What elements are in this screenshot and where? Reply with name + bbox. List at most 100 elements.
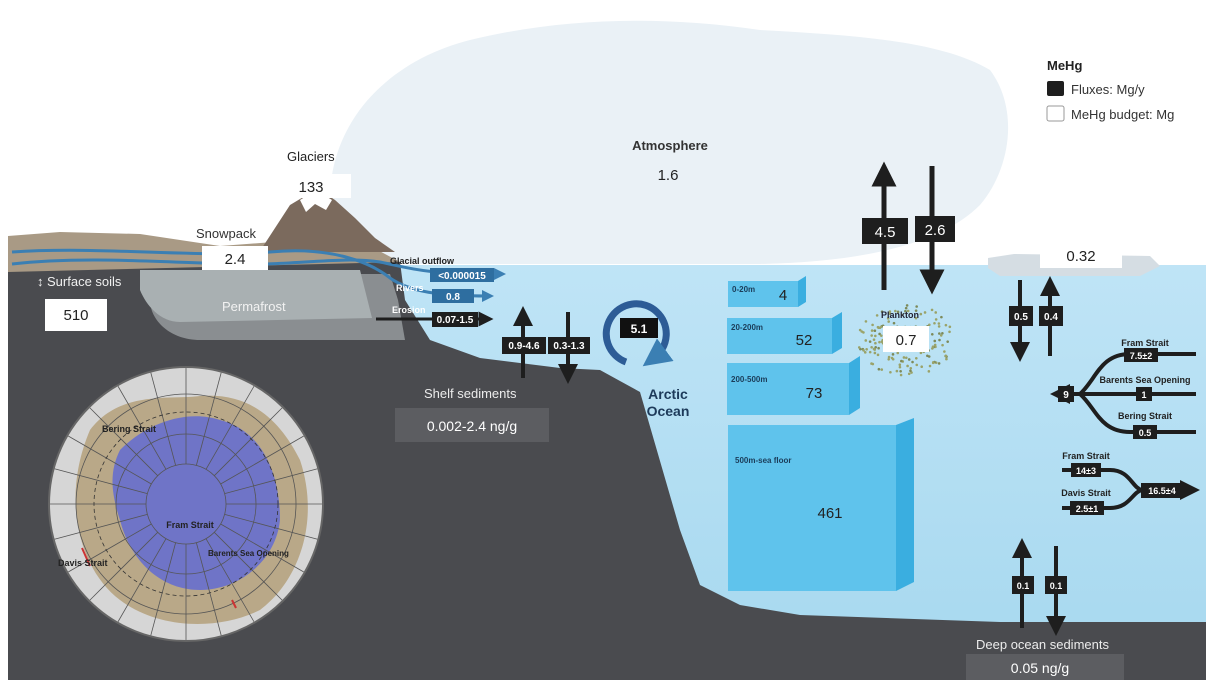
atmosphere-label: Atmosphere bbox=[632, 138, 708, 153]
plankton-box bbox=[883, 326, 929, 352]
map-fram: Fram Strait bbox=[166, 520, 214, 530]
legend-flux-swatch bbox=[1047, 81, 1064, 96]
water-layer-depth: 200-500m bbox=[731, 375, 767, 384]
sea-ice-box bbox=[1040, 242, 1122, 268]
ice-down-box bbox=[1009, 306, 1033, 326]
davis-in-label: Davis Strait bbox=[1061, 488, 1111, 498]
cloud bbox=[330, 20, 1009, 265]
plankton-label: Plankton bbox=[881, 310, 919, 320]
water-layer-depth: 500m-sea floor bbox=[735, 456, 791, 465]
barents-out-label: Barents Sea Opening bbox=[1099, 375, 1190, 385]
map-davis: Davis Strait bbox=[58, 558, 108, 568]
snowpack-label: Snowpack bbox=[196, 226, 256, 241]
water-layer-value: 73 bbox=[806, 385, 823, 402]
river-line bbox=[11, 248, 494, 302]
snowpack-box bbox=[202, 246, 268, 270]
glaciers-box bbox=[271, 174, 351, 198]
permafrost-label: Permafrost bbox=[222, 299, 286, 314]
deep-concentration: 0.05 ng/g bbox=[1011, 660, 1069, 676]
surface-soils-value: 510 bbox=[63, 307, 88, 324]
davis-in-value: 2.5±1 bbox=[1076, 504, 1098, 514]
snowpack-value: 2.4 bbox=[225, 251, 246, 268]
water-layer-3: 500m-sea floor 461 bbox=[728, 418, 914, 591]
water-layer-depth: 20-200m bbox=[731, 323, 763, 332]
in-total-box bbox=[1141, 483, 1183, 498]
deep-up-box bbox=[1012, 576, 1034, 594]
deep-down-box bbox=[1045, 576, 1067, 594]
erosion-value: 0.07-1.5 bbox=[437, 315, 474, 326]
bering-out-label: Bering Strait bbox=[1118, 411, 1172, 421]
deep-down-value: 0.1 bbox=[1050, 581, 1063, 591]
sea-ice-value: 0.32 bbox=[1066, 248, 1095, 265]
erosion-label: Erosion bbox=[392, 305, 426, 315]
glacial-outflow-line bbox=[11, 258, 506, 280]
map-bering: Bering Strait bbox=[102, 424, 156, 434]
erosion-box bbox=[432, 312, 478, 327]
out-total-box bbox=[1058, 386, 1074, 402]
fram-in-value: 14±3 bbox=[1076, 466, 1096, 476]
shelf-sediments-label: Shelf sediments bbox=[424, 386, 517, 401]
water-layer-2: 200-500m 73 bbox=[727, 356, 860, 415]
land bbox=[8, 248, 1206, 680]
deposition-box bbox=[915, 216, 955, 242]
evasion-box bbox=[862, 218, 908, 244]
shelf-concentration-box bbox=[395, 408, 549, 442]
legend-budget-label: MeHg budget: Mg bbox=[1071, 107, 1174, 122]
water-layer-value: 4 bbox=[779, 287, 787, 304]
water-layer-value: 461 bbox=[817, 505, 842, 522]
shelf-down-value: 0.3-1.3 bbox=[553, 341, 585, 352]
shelf-up-box bbox=[502, 337, 546, 354]
glaciers-value: 133 bbox=[298, 179, 323, 196]
glaciers-label: Glaciers bbox=[287, 149, 335, 164]
glacial-outflow-label: Glacial outflow bbox=[390, 256, 455, 266]
in-total-value: 16.5±4 bbox=[1148, 486, 1175, 496]
bering-out-value: 0.5 bbox=[1139, 428, 1152, 438]
glacier-mountain bbox=[262, 190, 395, 252]
rivers-label: Rivers bbox=[396, 283, 424, 293]
fram-out-box bbox=[1124, 348, 1158, 362]
deep-up-value: 0.1 bbox=[1017, 581, 1030, 591]
shelf-down-box bbox=[548, 337, 590, 354]
fram-out-value: 7.5±2 bbox=[1130, 351, 1152, 361]
deposition-value: 2.6 bbox=[925, 222, 946, 239]
circulation-cycle-icon bbox=[602, 300, 674, 367]
fram-in-box bbox=[1071, 463, 1101, 477]
arctic-label-1: Arctic bbox=[648, 386, 688, 402]
shelf-concentration: 0.002-2.4 ng/g bbox=[427, 418, 517, 434]
fram-in-label: Fram Strait bbox=[1062, 451, 1110, 461]
arctic-label-2: Ocean bbox=[647, 403, 690, 419]
legend-title: MeHg bbox=[1047, 58, 1082, 73]
barents-out-value: 1 bbox=[1141, 390, 1146, 400]
arctic-map: Bering Strait Fram Strait Barents Sea Op… bbox=[48, 366, 324, 642]
water-layer-value: 52 bbox=[796, 332, 813, 349]
legend: MeHg Fluxes: Mg/y MeHg budget: Mg bbox=[1046, 58, 1174, 122]
atmosphere-value: 1.6 bbox=[658, 167, 679, 184]
ice-down-value: 0.5 bbox=[1014, 312, 1028, 323]
surface-soils-label: Surface soils bbox=[47, 274, 122, 289]
davis-in-box bbox=[1070, 501, 1104, 515]
cycle-box bbox=[620, 318, 658, 338]
surface-soils-arrow-icon: ↕ bbox=[37, 274, 44, 289]
water-layer-depth: 0-20m bbox=[732, 285, 755, 294]
ice-up-value: 0.4 bbox=[1044, 312, 1058, 323]
surface-soils-box bbox=[45, 299, 107, 331]
out-total-value: 9 bbox=[1063, 390, 1069, 401]
rivers-value: 0.8 bbox=[446, 292, 460, 303]
legend-flux-label: Fluxes: Mg/y bbox=[1071, 82, 1145, 97]
shelf-up-value: 0.9-4.6 bbox=[508, 341, 540, 352]
deep-concentration-box bbox=[966, 654, 1124, 680]
glacial-outflow-box bbox=[430, 268, 494, 282]
rivers-box bbox=[432, 289, 474, 303]
glacial-outflow-value: <0.000015 bbox=[438, 271, 486, 282]
permafrost-light bbox=[140, 270, 372, 322]
fram-out-label: Fram Strait bbox=[1121, 338, 1169, 348]
water-layer-1: 20-200m 52 bbox=[727, 312, 842, 354]
deep-sediments-label: Deep ocean sediments bbox=[976, 637, 1109, 652]
map-barents: Barents Sea Opening bbox=[208, 549, 289, 558]
evasion-value: 4.5 bbox=[875, 224, 896, 241]
bering-out-box bbox=[1133, 425, 1157, 439]
plankton-value: 0.7 bbox=[896, 332, 917, 349]
water-layer-0: 0-20m 4 bbox=[728, 276, 806, 307]
barents-out-box bbox=[1136, 387, 1152, 401]
